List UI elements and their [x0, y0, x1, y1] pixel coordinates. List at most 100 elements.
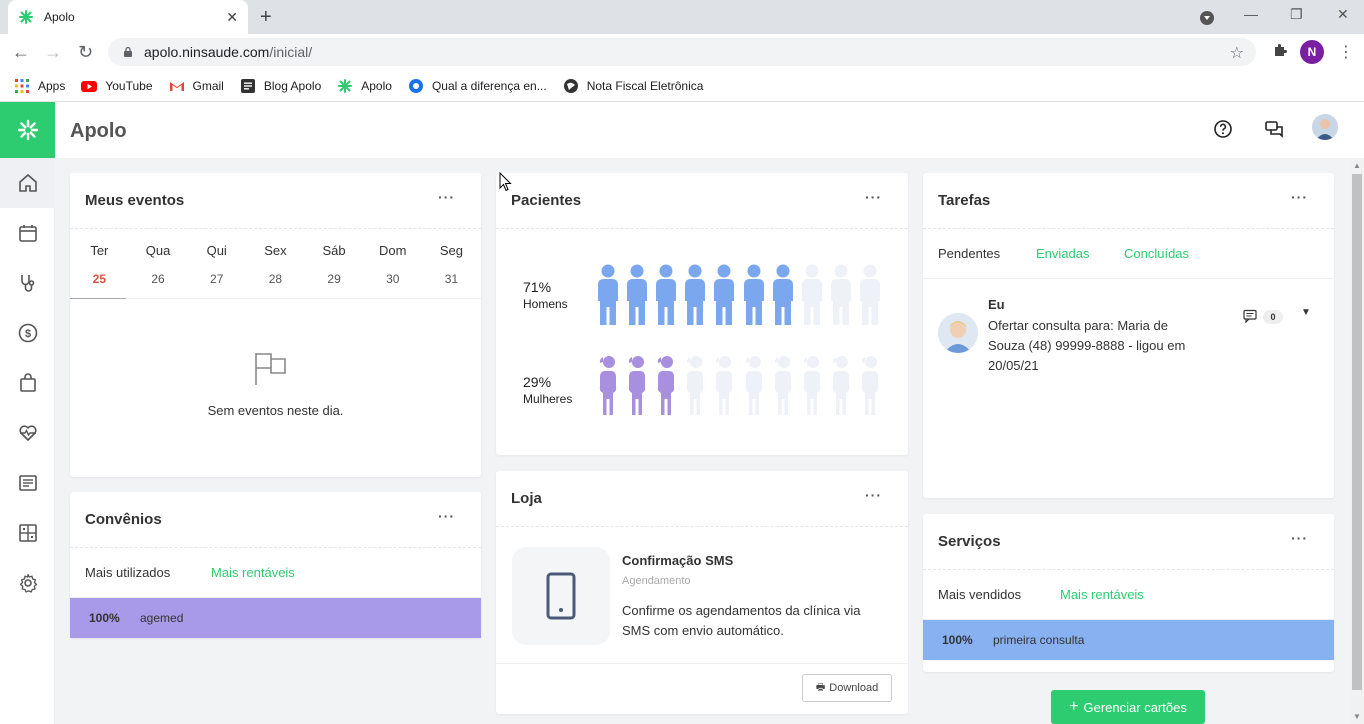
address-bar[interactable]: apolo.ninsaude.com/inicial/ ☆ — [108, 38, 1256, 66]
divider — [70, 228, 481, 229]
empty-state-text: Sem eventos neste dia. — [207, 403, 344, 418]
bookmark-youtube[interactable]: YouTube — [81, 78, 153, 94]
bookmark-label: Apps — [38, 78, 66, 93]
man-figure-icon — [681, 263, 710, 327]
chat-icon[interactable] — [1263, 118, 1285, 140]
window-close-icon[interactable]: ✕ — [1337, 6, 1349, 22]
media-control-icon[interactable] — [1199, 10, 1215, 26]
profile-avatar[interactable]: N — [1300, 40, 1324, 64]
bookmarks-bar: Apps YouTube Gmail Blog Apolo Apolo Qual… — [0, 70, 1364, 102]
sidebar-item-reports[interactable] — [0, 458, 55, 508]
browser-tab[interactable]: Apolo ✕ — [8, 0, 248, 34]
tab-mais-rentaveis[interactable]: Mais rentáveis — [1060, 587, 1144, 602]
extensions-puzzle-icon[interactable] — [1272, 42, 1288, 58]
user-photo-icon — [1312, 114, 1338, 140]
loja-title: Loja — [511, 490, 542, 507]
product-thumbnail[interactable] — [512, 547, 610, 645]
app-header: Apolo — [0, 102, 1364, 158]
man-figure-icon — [739, 263, 768, 327]
day-cell[interactable]: Dom 30 — [363, 243, 422, 286]
scrollbar-thumb[interactable] — [1352, 174, 1362, 690]
bookmark-apps[interactable]: Apps — [14, 78, 65, 94]
day-cell[interactable]: Seg 31 — [422, 243, 481, 286]
convenios-tabs: Mais utilizados Mais rentáveis — [70, 548, 481, 598]
sidebar-item-home[interactable] — [0, 158, 55, 208]
bookmark-blog-apolo[interactable]: Blog Apolo — [240, 78, 321, 94]
comment-icon[interactable] — [1243, 309, 1257, 323]
user-avatar[interactable] — [1312, 114, 1338, 140]
bookmark-star-icon[interactable]: ☆ — [1229, 45, 1244, 62]
sidebar-item-stethoscope[interactable] — [0, 258, 55, 308]
servicos-more-button[interactable]: ··· — [1291, 530, 1308, 546]
men-label: Homens — [523, 297, 568, 311]
reload-icon[interactable]: ↻ — [78, 42, 94, 62]
bookmark-apolo[interactable]: Apolo — [337, 78, 392, 94]
svg-text:$: $ — [24, 328, 30, 340]
task-assignee: Eu — [988, 297, 1005, 312]
restore-icon[interactable]: ❐ — [1290, 6, 1303, 22]
sidebar-item-dashboard[interactable] — [0, 508, 55, 558]
home-icon — [18, 174, 37, 192]
bookmark-label: Gmail — [192, 78, 224, 93]
tab-pendentes[interactable]: Pendentes — [938, 246, 1001, 261]
tab-concluidas[interactable]: Concluídas — [1124, 246, 1190, 261]
tab-mais-vendidos[interactable]: Mais vendidos — [938, 587, 1022, 602]
close-tab-icon[interactable]: ✕ — [226, 9, 238, 25]
men-pct: 71% — [523, 279, 552, 295]
divider — [496, 228, 908, 229]
day-cell[interactable]: Qua 26 — [129, 243, 188, 286]
manage-cards-button[interactable]: + Gerenciar cartões — [1051, 690, 1205, 724]
men-figures — [593, 263, 885, 327]
app-logo[interactable] — [0, 102, 55, 158]
page-title: Apolo — [70, 120, 127, 142]
page-scrollbar[interactable]: ▲ ▼ — [1350, 158, 1364, 724]
manage-cards-label: Gerenciar cartões — [1083, 699, 1187, 715]
divider — [496, 663, 908, 664]
new-tab-icon[interactable]: + — [260, 6, 272, 28]
forward-icon[interactable]: → — [44, 42, 62, 62]
day-name: Seg — [439, 243, 464, 258]
flag-icon — [255, 353, 286, 385]
day-name: Dom — [379, 243, 407, 258]
help-icon[interactable] — [1212, 118, 1234, 140]
product-name[interactable]: Confirmação SMS — [622, 553, 734, 568]
tab-enviadas[interactable]: Enviadas — [1036, 246, 1090, 261]
sidebar-item-finance[interactable]: $ — [0, 308, 55, 358]
loja-more-button[interactable]: ··· — [865, 487, 882, 503]
day-cell[interactable]: Qui 27 — [187, 243, 246, 286]
woman-figure-icon — [856, 353, 885, 417]
back-icon[interactable]: ← — [12, 42, 30, 62]
day-cell[interactable]: Ter 25 — [70, 243, 129, 286]
bookmark-label: Apolo — [361, 78, 392, 93]
day-cell[interactable]: Sáb 29 — [305, 243, 364, 286]
tab-mais-utilizados[interactable]: Mais utilizados — [85, 565, 171, 580]
tarefas-more-button[interactable]: ··· — [1291, 189, 1308, 205]
task-description[interactable]: Ofertar consulta para: Maria de Souza (4… — [988, 318, 1186, 373]
day-name: Sáb — [322, 243, 346, 258]
day-date: 30 — [386, 272, 400, 286]
sidebar-item-settings[interactable] — [0, 558, 55, 608]
sidebar-item-calendar[interactable] — [0, 208, 55, 258]
bookmark-gmail[interactable]: Gmail — [169, 78, 224, 94]
scroll-up-icon[interactable]: ▲ — [1353, 161, 1361, 170]
stethoscope-icon — [20, 275, 34, 292]
woman-figure-icon — [651, 353, 680, 417]
pacientes-more-button[interactable]: ··· — [865, 189, 882, 205]
apolo-logo-icon — [17, 119, 38, 141]
bookmark-qual-a-diferenca[interactable]: Qual a diferença en... — [408, 78, 547, 94]
bookmark-nota-fiscal[interactable]: Nota Fiscal Eletrônica — [563, 78, 703, 94]
events-more-button[interactable]: ··· — [438, 189, 455, 205]
convenios-more-button[interactable]: ··· — [438, 508, 455, 524]
browser-toolbar: ← → ↻ apolo.ninsaude.com/inicial/ ☆ — [0, 34, 1364, 70]
browser-menu-icon[interactable]: ⋮ — [1338, 44, 1354, 61]
sidebar-item-store[interactable] — [0, 358, 55, 408]
scroll-down-icon[interactable]: ▼ — [1353, 712, 1361, 721]
day-cell[interactable]: Sex 28 — [246, 243, 305, 286]
woman-figure-icon — [739, 353, 768, 417]
tab-mais-rentaveis[interactable]: Mais rentáveis — [211, 565, 295, 580]
sidebar-item-health[interactable] — [0, 408, 55, 458]
minimize-icon[interactable]: — — [1244, 6, 1258, 22]
woman-figure-icon — [681, 353, 710, 417]
download-button[interactable]: 🖶 Download — [802, 674, 892, 702]
chevron-down-icon[interactable]: ▼ — [1301, 307, 1311, 318]
